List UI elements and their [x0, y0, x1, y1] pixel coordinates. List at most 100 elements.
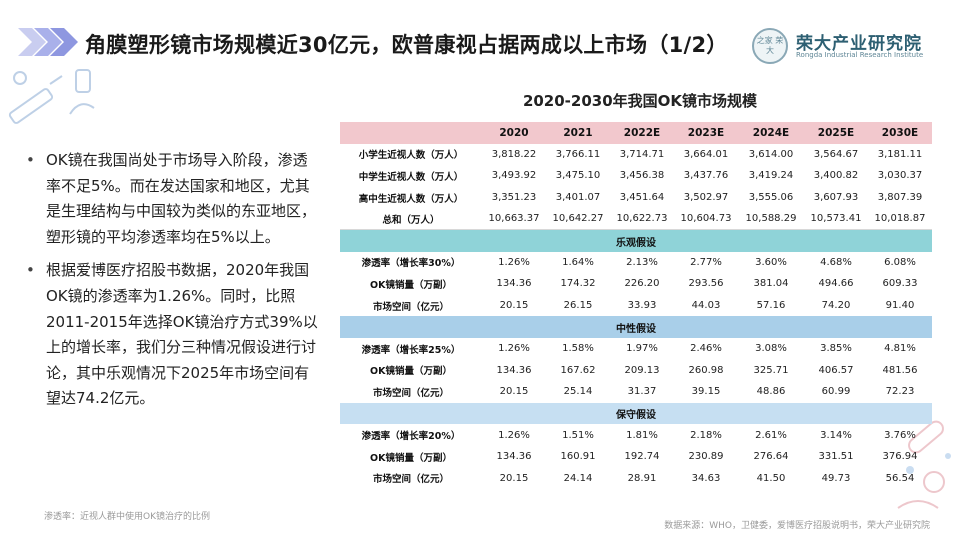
column-header: 2030E [868, 122, 932, 144]
table-cell: 1.58% [562, 343, 594, 355]
table-cell: 49.73 [821, 472, 851, 484]
table-cell: 3,607.93 [813, 192, 859, 204]
table-cell: 2.13% [626, 256, 658, 268]
table-cell: 57.16 [756, 300, 786, 312]
table-cell: 39.15 [691, 386, 721, 398]
table-cell: 1.26% [498, 256, 530, 268]
table-cell: 74.20 [821, 300, 851, 312]
column-header: 2021 [546, 122, 610, 144]
row-label: 市场空间（亿元） [372, 474, 449, 486]
table-cell: 20.15 [499, 472, 529, 484]
data-source: 数据来源：WHO，卫健委，爱博医疗招股说明书，荣大产业研究院 [664, 521, 930, 531]
table-cell: 3,351.23 [491, 192, 537, 204]
page-title: 角膜塑形镜市场规模近30亿元，欧普康视占据两成以上市场（1/2） [85, 33, 728, 57]
table-cell: 3.85% [820, 343, 852, 355]
table-cell: 60.99 [821, 386, 851, 398]
medical-illustration-icon [8, 69, 95, 124]
brand-logo: 之家 荣大 荣大产业研究院 Rongda Industrial Research… [752, 28, 942, 64]
table-row: 小学生近视人数（万人） 3,818.22 3,766.11 3,714.71 3,664… [340, 144, 932, 166]
scenario-header-row: 乐观假设 [340, 229, 932, 252]
table-row: 渗透率（增长率20%） 1.26% 1.51% 1.81% 2.18% 2.61% 3.14… [340, 424, 932, 446]
bullet-item: • 根据爱博医疗招股书数据，2020年我国OK镜的渗透率为1.26%。同时，比照… [20, 258, 320, 412]
table-cell: 3,614.00 [748, 148, 794, 160]
table-cell: 41.50 [756, 472, 786, 484]
table-cell: 72.23 [885, 386, 915, 398]
footnote: 渗透率：近视人群中使用OK镜治疗的比例 [44, 512, 210, 522]
table-cell: 2.18% [690, 429, 722, 441]
table-cell: 26.15 [563, 300, 593, 312]
table-title: 2020-2030年我国OK镜市场规模 [522, 92, 758, 110]
table-row: 总和（万人） 10,663.37 10,642.27 10,622.73 10,604.… [340, 208, 932, 231]
table-cell: 28.91 [627, 472, 657, 484]
scenario-header-row: 保守假设 [340, 402, 932, 425]
table-cell: 481.56 [882, 364, 918, 376]
row-label: OK镜销量（万副） [370, 366, 452, 378]
table-cell: 609.33 [882, 278, 918, 290]
medical-illustration-icon [897, 420, 951, 509]
bullet-list: • OK镜在我国尚处于市场导入阶段，渗透率不足5%。而在发达国家和地区，尤其是生… [20, 148, 320, 420]
row-label: 渗透率（增长率30%） [361, 258, 461, 270]
table-cell: 56.54 [885, 472, 915, 484]
table-row: 渗透率（增长率25%） 1.26% 1.58% 1.97% 2.46% 3.08% 3.85… [340, 338, 932, 360]
table-cell: 10,663.37 [482, 208, 546, 231]
logo-name-en: Rongda Industrial Research Institute [796, 51, 924, 59]
bullet-dot-icon: • [26, 151, 35, 169]
table-cell: 3,502.97 [683, 192, 729, 204]
table-cell: 3,437.76 [683, 170, 729, 182]
table-cell: 3.08% [755, 343, 787, 355]
table-cell: 2.46% [690, 343, 722, 355]
table-cell: 20.15 [499, 386, 529, 398]
scenario-name: 保守假设 [340, 402, 932, 425]
table-cell: 6.08% [884, 256, 916, 268]
column-header: 2024E [738, 122, 804, 144]
table-row: OK镜销量（万副） 134.36 160.91 192.74 230.89 276.64 3… [340, 446, 932, 468]
table-cell: 48.86 [756, 386, 786, 398]
table-cell: 3,818.22 [491, 148, 537, 160]
table-cell: 260.98 [688, 364, 724, 376]
table-row: 中学生近视人数（万人） 3,493.92 3,475.10 3,456.38 3,437… [340, 165, 932, 187]
bullet-dot-icon: • [26, 261, 35, 280]
table-cell: 226.20 [624, 278, 660, 290]
row-label: 高中生近视人数（万人） [358, 193, 464, 205]
table-cell: 230.89 [688, 451, 724, 463]
table-cell: 24.14 [563, 472, 593, 484]
scenario-name: 中性假设 [340, 316, 932, 338]
bullet-text: OK镜在我国尚处于市场导入阶段，渗透率不足5%。而在发达国家和地区，尤其是生理结… [46, 151, 317, 246]
table-cell: 134.36 [496, 451, 532, 463]
table-cell: 10,604.73 [674, 208, 738, 231]
table-cell: 2.61% [755, 429, 787, 441]
table-cell: 3,401.07 [555, 192, 601, 204]
table-cell: 167.62 [560, 364, 596, 376]
table-cell: 276.64 [753, 451, 789, 463]
bullet-item: • OK镜在我国尚处于市场导入阶段，渗透率不足5%。而在发达国家和地区，尤其是生… [20, 148, 320, 250]
row-label: 总和（万人） [340, 208, 482, 231]
table-cell: 3,766.11 [555, 148, 601, 160]
column-header: 2020 [482, 122, 546, 144]
column-header: 2022E [610, 122, 674, 144]
table-cell: 3,451.64 [619, 192, 665, 204]
row-label: 市场空间（亿元） [372, 301, 449, 313]
column-header [340, 122, 482, 144]
table-row: OK镜销量（万副） 134.36 174.32 226.20 293.56 381.04 4… [340, 273, 932, 295]
table-cell: 3,456.38 [619, 170, 665, 182]
table-row: 市场空间（亿元） 20.15 26.15 33.93 44.03 57.16 74.20 91… [340, 295, 932, 317]
table-cell: 10,588.29 [738, 208, 804, 231]
row-label: 渗透率（增长率25%） [361, 344, 461, 356]
table-cell: 4.81% [884, 343, 916, 355]
table-cell: 1.81% [626, 429, 658, 441]
row-label: 小学生近视人数（万人） [358, 150, 464, 162]
table-cell: 134.36 [496, 364, 532, 376]
table-cell: 34.63 [691, 472, 721, 484]
table-cell: 325.71 [753, 364, 789, 376]
table-cell: 134.36 [496, 278, 532, 290]
table-cell: 20.15 [499, 300, 529, 312]
table-cell: 1.64% [562, 256, 594, 268]
table-cell: 3,564.67 [813, 148, 859, 160]
row-label: 市场空间（亿元） [372, 387, 449, 399]
table-cell: 331.51 [818, 451, 854, 463]
table-cell: 25.14 [563, 386, 593, 398]
table-cell: 1.51% [562, 429, 594, 441]
row-label: 中学生近视人数（万人） [358, 171, 464, 183]
table-row: 市场空间（亿元） 20.15 25.14 31.37 39.15 48.86 60.99 72… [340, 381, 932, 403]
table-cell: 2.77% [690, 256, 722, 268]
